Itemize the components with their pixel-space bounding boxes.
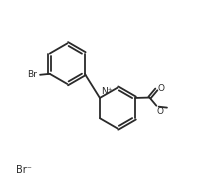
Text: O: O [157,84,164,93]
Text: N⁺: N⁺ [101,87,112,96]
Text: Br⁻: Br⁻ [16,165,32,175]
Text: O: O [157,107,164,116]
Text: Br: Br [27,70,37,79]
